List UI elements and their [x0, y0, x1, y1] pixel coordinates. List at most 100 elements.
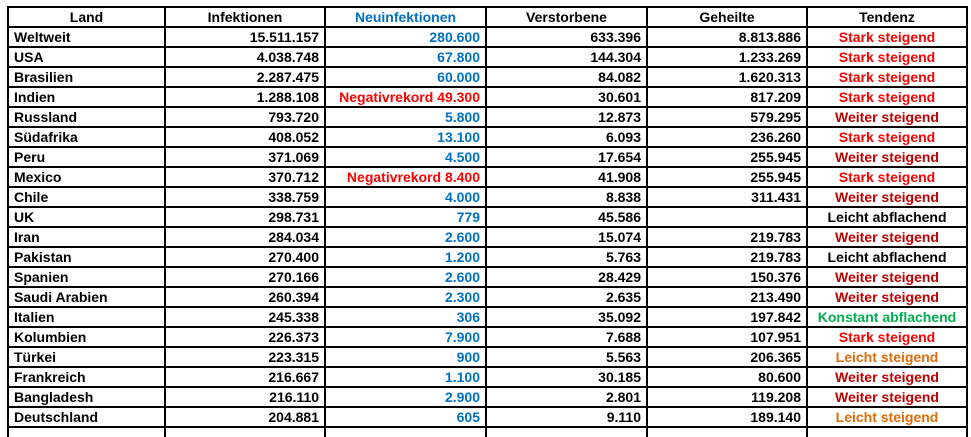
- cell-neuinfektionen: 67.800: [324, 46, 487, 68]
- header-row: Land Infektionen Neuinfektionen Verstorb…: [7, 6, 968, 28]
- covid-statistics-table: Land Infektionen Neuinfektionen Verstorb…: [7, 6, 968, 437]
- cell-land: Chile: [7, 186, 166, 208]
- cell-geheilte: 255.945: [646, 166, 808, 188]
- table-row: Peru 371.069 4.500 17.654 255.945 Weiter…: [7, 146, 968, 168]
- cell-land: Bangladesh: [7, 386, 166, 408]
- column-header-geheilte: Geheilte: [646, 6, 808, 28]
- cell-infektionen: 223.315: [164, 346, 326, 368]
- cell-infektionen: 371.069: [164, 146, 326, 168]
- table-row: Frankreich 216.667 1.100 30.185 80.600 W…: [7, 366, 968, 388]
- table-row: Brasilien 2.287.475 60.000 84.082 1.620.…: [7, 66, 968, 88]
- cell-land: Saudi Arabien: [7, 286, 166, 308]
- table-row: Italien 245.338 306 35.092 197.842 Konst…: [7, 306, 968, 328]
- cell-neuinfektionen: 280.600: [324, 26, 487, 48]
- cell-infektionen: 270.400: [164, 246, 326, 268]
- cell-neuinfektionen: 4.500: [324, 146, 487, 168]
- cell-verstorbene: 633.396: [485, 26, 648, 48]
- cell-geheilte: 80.600: [646, 366, 808, 388]
- cell-land: UK: [7, 206, 166, 228]
- cell-geheilte: 255.945: [646, 146, 808, 168]
- cell-verstorbene: 17.654: [485, 146, 648, 168]
- column-header-land: Land: [7, 6, 166, 28]
- cell-land: Italien: [7, 306, 166, 328]
- cell-infektionen: 226.373: [164, 326, 326, 348]
- cell-land: Kolumbien: [7, 326, 166, 348]
- table-row: Pakistan 270.400 1.200 5.763 219.783 Lei…: [7, 246, 968, 268]
- table-row: Saudi Arabien 260.394 2.300 2.635 213.49…: [7, 286, 968, 308]
- cell-land: Deutschland: [7, 406, 166, 428]
- cell-geheilte: [646, 206, 808, 228]
- cell-land: Weltweit: [7, 26, 166, 48]
- cell-geheilte: 206.365: [646, 346, 808, 368]
- cell-infektionen: 270.166: [164, 266, 326, 288]
- cell-tendenz: Weiter steigend: [806, 226, 968, 248]
- cell-verstorbene: 15.074: [485, 226, 648, 248]
- cell-land: Indien: [7, 86, 166, 108]
- cell-land: [7, 426, 166, 437]
- cell-geheilte: 8.813.886: [646, 26, 808, 48]
- cell-verstorbene: 8.838: [485, 186, 648, 208]
- cell-verstorbene: 41.908: [485, 166, 648, 188]
- cell-geheilte: 197.842: [646, 306, 808, 328]
- cell-infektionen: 204.881: [164, 406, 326, 428]
- cell-geheilte: 236.260: [646, 126, 808, 148]
- cell-neuinfektionen: 605: [324, 406, 487, 428]
- cell-tendenz: Leicht steigend: [806, 406, 968, 428]
- table-row: UK 298.731 779 45.586 Leicht abflachend: [7, 206, 968, 228]
- cell-verstorbene: 84.082: [485, 66, 648, 88]
- cell-land: Russland: [7, 106, 166, 128]
- column-header-verstorbene: Verstorbene: [485, 6, 648, 28]
- table-row: USA 4.038.748 67.800 144.304 1.233.269 S…: [7, 46, 968, 68]
- table-row: Russland 793.720 5.800 12.873 579.295 We…: [7, 106, 968, 128]
- cell-land: Peru: [7, 146, 166, 168]
- cell-neuinfektionen: 7.900: [324, 326, 487, 348]
- cell-infektionen: 408.052: [164, 126, 326, 148]
- cell-verstorbene: 45.586: [485, 206, 648, 228]
- cell-tendenz: Weiter steigend: [806, 286, 968, 308]
- cell-infektionen: 298.731: [164, 206, 326, 228]
- column-header-infektionen: Infektionen: [164, 6, 326, 28]
- cell-infektionen: 216.667: [164, 366, 326, 388]
- cell-infektionen: [164, 426, 326, 437]
- cell-neuinfektionen: 60.000: [324, 66, 487, 88]
- table-row: Indien 1.288.108 Negativrekord 49.300 30…: [7, 86, 968, 108]
- cell-neuinfektionen: 5.800: [324, 106, 487, 128]
- cell-verstorbene: 2.801: [485, 386, 648, 408]
- empty-row: [7, 426, 968, 437]
- cell-tendenz: Stark steigend: [806, 166, 968, 188]
- cell-land: Frankreich: [7, 366, 166, 388]
- cell-infektionen: 1.288.108: [164, 86, 326, 108]
- cell-neuinfektionen: 2.300: [324, 286, 487, 308]
- cell-neuinfektionen: 1.100: [324, 366, 487, 388]
- cell-geheilte: 311.431: [646, 186, 808, 208]
- cell-tendenz: Stark steigend: [806, 26, 968, 48]
- cell-neuinfektionen: 306: [324, 306, 487, 328]
- cell-land: Türkei: [7, 346, 166, 368]
- table-row: Chile 338.759 4.000 8.838 311.431 Weiter…: [7, 186, 968, 208]
- cell-infektionen: 284.034: [164, 226, 326, 248]
- cell-tendenz: Stark steigend: [806, 86, 968, 108]
- cell-tendenz: Stark steigend: [806, 326, 968, 348]
- cell-infektionen: 793.720: [164, 106, 326, 128]
- cell-verstorbene: 2.635: [485, 286, 648, 308]
- cell-land: Brasilien: [7, 66, 166, 88]
- cell-land: Pakistan: [7, 246, 166, 268]
- cell-neuinfektionen: 4.000: [324, 186, 487, 208]
- cell-geheilte: 1.620.313: [646, 66, 808, 88]
- cell-verstorbene: 5.563: [485, 346, 648, 368]
- cell-verstorbene: 6.093: [485, 126, 648, 148]
- cell-land: Iran: [7, 226, 166, 248]
- cell-neuinfektionen: 2.600: [324, 226, 487, 248]
- cell-geheilte: [646, 426, 808, 437]
- cell-neuinfektionen: 1.200: [324, 246, 487, 268]
- cell-verstorbene: 7.688: [485, 326, 648, 348]
- cell-tendenz: Weiter steigend: [806, 386, 968, 408]
- cell-neuinfektionen: [324, 426, 487, 437]
- cell-geheilte: 219.783: [646, 226, 808, 248]
- table-row: Türkei 223.315 900 5.563 206.365 Leicht …: [7, 346, 968, 368]
- cell-neuinfektionen: Negativrekord 49.300: [324, 86, 487, 108]
- cell-geheilte: 119.208: [646, 386, 808, 408]
- table-row: Mexico 370.712 Negativrekord 8.400 41.90…: [7, 166, 968, 188]
- cell-neuinfektionen: 2.600: [324, 266, 487, 288]
